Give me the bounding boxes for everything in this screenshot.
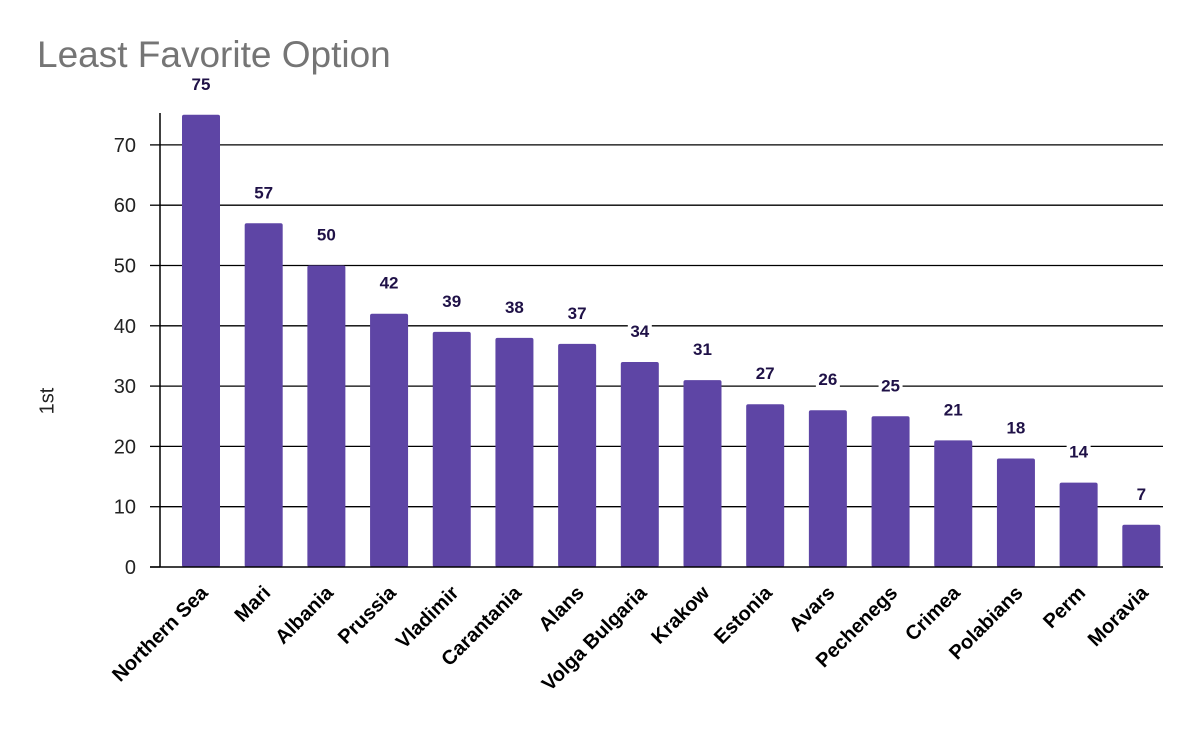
data-label: 18: [1006, 418, 1025, 437]
data-label-background: [251, 183, 276, 204]
data-label-background: [1003, 418, 1028, 439]
data-label: 25: [881, 376, 900, 395]
data-label: 21: [944, 400, 963, 419]
data-label-background: [753, 364, 778, 385]
data-label-background: [815, 370, 840, 391]
y-tick-label: 20: [114, 436, 136, 458]
bar: [1122, 524, 1161, 567]
bar: [244, 223, 283, 568]
y-tick-label: 10: [114, 497, 136, 519]
data-label: 34: [630, 322, 649, 341]
data-label-background: [502, 297, 527, 318]
data-label: 75: [192, 75, 211, 94]
bar: [558, 343, 597, 567]
data-label-background: [439, 291, 464, 312]
x-tick-label: Moravia: [1084, 581, 1154, 651]
bar: [307, 265, 346, 567]
data-label: 26: [818, 370, 837, 389]
data-label: 39: [442, 292, 461, 311]
bars: [182, 114, 1161, 568]
y-tick-label: 50: [114, 256, 136, 278]
data-label: 31: [693, 340, 712, 359]
data-label-background: [941, 400, 966, 421]
bar: [432, 331, 471, 567]
y-tick-label: 60: [114, 195, 136, 217]
data-label-background: [377, 273, 402, 294]
bar: [495, 337, 534, 567]
x-tick-label: Alans: [535, 582, 589, 636]
bar: [934, 440, 973, 567]
data-label-background: [878, 376, 903, 397]
bar: [1059, 482, 1098, 567]
x-tick-label: Avars: [785, 582, 839, 636]
bar: [996, 458, 1035, 567]
data-label: 7: [1137, 485, 1146, 504]
y-tick-label: 0: [125, 557, 136, 579]
data-label: 14: [1069, 443, 1088, 462]
data-label: 38: [505, 298, 524, 317]
x-tick-label: Perm: [1039, 582, 1090, 633]
bar: [808, 410, 847, 567]
y-tick-labels: 0 10 20 30 40 50 60 70: [114, 135, 136, 579]
x-tick-label: Prussia: [334, 581, 401, 648]
data-label: 42: [380, 274, 399, 293]
data-label-background: [189, 74, 213, 95]
data-label-background: [1129, 484, 1154, 505]
x-tick-label: Albania: [271, 581, 338, 648]
x-tick-label: Estonia: [710, 581, 777, 648]
x-tick-labels: Northern Sea MariAlbaniaPrussiaVladimirCa…: [108, 581, 1153, 695]
bar: [746, 404, 785, 567]
bar: [370, 313, 409, 567]
bar: [683, 380, 722, 567]
x-tick-label: Krakow: [647, 582, 714, 649]
data-label: 37: [568, 304, 587, 323]
data-label-background: [565, 303, 590, 324]
data-label-background: [690, 340, 715, 361]
bar: [182, 114, 220, 567]
axes: [150, 113, 1163, 568]
data-label-background: [1066, 442, 1091, 463]
data-label: 57: [254, 183, 273, 202]
x-tick-label: Northern Sea: [108, 581, 213, 686]
y-tick-label: 70: [114, 135, 136, 157]
bar: [871, 416, 910, 567]
data-label: 27: [756, 364, 775, 383]
data-labels: 75 57 50 42 39 38 37 34 31 27 26 25 21 18 14 7: [189, 74, 1154, 505]
bar: [620, 361, 659, 567]
y-tick-label: 30: [114, 376, 136, 398]
data-label-background: [627, 321, 652, 342]
data-label-background: [314, 225, 339, 246]
x-tick-label: Mari: [231, 582, 276, 627]
x-tick-label: Volga Bulgaria: [538, 581, 652, 695]
data-label: 50: [317, 226, 336, 245]
chart-title: Least Favorite Option: [37, 34, 391, 75]
y-tick-label: 40: [114, 316, 136, 338]
x-tick-label: Crimea: [901, 581, 965, 645]
